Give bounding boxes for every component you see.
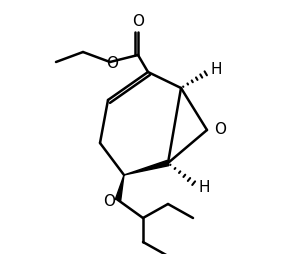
Polygon shape	[124, 160, 169, 175]
Text: O: O	[214, 122, 226, 137]
Polygon shape	[115, 175, 124, 201]
Text: H: H	[199, 180, 210, 195]
Text: O: O	[132, 14, 144, 29]
Text: O: O	[103, 194, 115, 209]
Text: H: H	[211, 62, 222, 77]
Text: O: O	[106, 56, 118, 71]
